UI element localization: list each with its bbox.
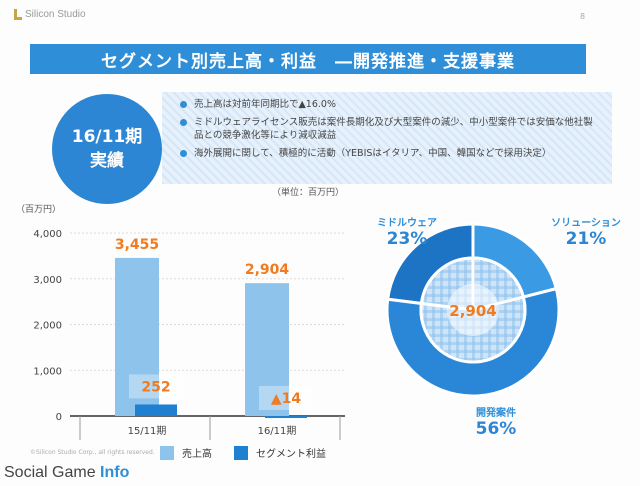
chart-legend: 売上高 セグメント利益: [160, 445, 326, 460]
period-badge-line1: 16/11期: [71, 127, 143, 147]
page-number: 8: [580, 12, 586, 21]
company-logo: Silicon Studio: [14, 9, 86, 20]
bullet-text: 売上高は対前年同期比で▲16.0%: [194, 99, 336, 110]
y-tick-label: 2,000: [33, 321, 62, 332]
bar-chart-svg: （百万円） 4,000 3,000 2,000 1,000 0 3,455 252 15/11期…: [16, 204, 345, 440]
slice-pct: 23%: [386, 229, 428, 249]
donut-chart: 2,904 ミドルウェア 23% ソリューション 21% 開発案件 56%: [360, 198, 640, 486]
bar-sales: [115, 257, 159, 416]
slice-label-solution: ソリューション 21%: [536, 214, 636, 249]
slice-name: ミドルウェア: [377, 218, 437, 229]
bar-value-label-bg: [259, 386, 313, 410]
legend-item-profit: セグメント利益: [234, 445, 326, 460]
bar-value-label-profit: ▲14: [271, 391, 302, 407]
period-badge-line2: 実績: [90, 151, 124, 171]
y-tick-label: 3,000: [33, 275, 62, 286]
period-badge: 16/11期 実績: [52, 94, 162, 204]
x-tick-label: 15/11期: [128, 425, 167, 437]
x-tick-label: 16/11期: [258, 425, 297, 437]
y-axis-title: （百万円）: [16, 204, 61, 215]
bar-value-label-bg: [129, 374, 183, 399]
bar-value-label-sales: 3,455: [115, 237, 159, 253]
legend-label-sales: 売上高: [182, 449, 212, 460]
unit-note: （単位：百万円）: [272, 188, 345, 198]
bar-profit: [135, 404, 177, 416]
donut-center: [447, 284, 499, 336]
donut-chart-svg: 2,904: [385, 222, 561, 398]
summary-bullets: 売上高は対前年同期比で▲16.0% ミドルウェアライセンス販売は案件長期化及び大…: [162, 92, 612, 184]
donut-center-label: 2,904: [449, 302, 496, 320]
logo-mark-icon: [14, 9, 22, 20]
logo-text: Silicon Studio: [25, 9, 86, 20]
slice-label-middleware: ミドルウェア 23%: [362, 214, 452, 249]
page-title: セグメント別売上高・利益 ―開発推進・支援事業: [30, 44, 586, 74]
slice-pct: 21%: [565, 229, 607, 249]
bullet-item: ミドルウェアライセンス販売は案件長期化及び大型案件の減少、中小型案件では安価な他…: [180, 116, 602, 142]
slice-name: ソリューション: [551, 218, 621, 229]
slice-pct: 56%: [475, 419, 517, 439]
y-tick-label: 4,000: [33, 229, 62, 240]
bar-profit: [265, 416, 307, 418]
copyright: ©Silicon Studio Corp., all rights reserv…: [30, 449, 155, 456]
bullet-text: 海外展開に関して、積極的に活動（YEBISはイタリア、中国、韓国などで採用決定）: [194, 148, 552, 159]
y-tick-label: 0: [56, 412, 62, 423]
bar-value-label-sales: 2,904: [245, 262, 290, 278]
bullet-dot-icon: [180, 150, 187, 157]
bullet-dot-icon: [180, 119, 187, 126]
bullet-item: 売上高は対前年同期比で▲16.0%: [180, 98, 602, 111]
slice-name: 開発案件: [476, 408, 516, 419]
bar-value-label-profit: 252: [141, 379, 170, 395]
legend-item-sales: 売上高: [160, 445, 212, 460]
legend-swatch-sales: [160, 445, 174, 460]
watermark: Social Game Info: [4, 464, 129, 482]
watermark-brand: Info: [100, 464, 130, 481]
bar-sales: [245, 283, 289, 416]
slice-label-development: 開発案件 56%: [446, 404, 546, 439]
watermark-prefix: Social Game: [4, 464, 101, 481]
legend-swatch-profit: [234, 445, 248, 460]
bar-chart: （百万円） 4,000 3,000 2,000 1,000 0 3,455 252 15/11期…: [0, 198, 360, 486]
bullet-dot-icon: [180, 101, 187, 108]
bullet-text: ミドルウェアライセンス販売は案件長期化及び大型案件の減少、中小型案件では安価な他…: [194, 117, 593, 141]
legend-label-profit: セグメント利益: [256, 449, 326, 460]
bullet-item: 海外展開に関して、積極的に活動（YEBISはイタリア、中国、韓国などで採用決定）: [180, 147, 602, 160]
y-tick-label: 1,000: [33, 366, 62, 377]
